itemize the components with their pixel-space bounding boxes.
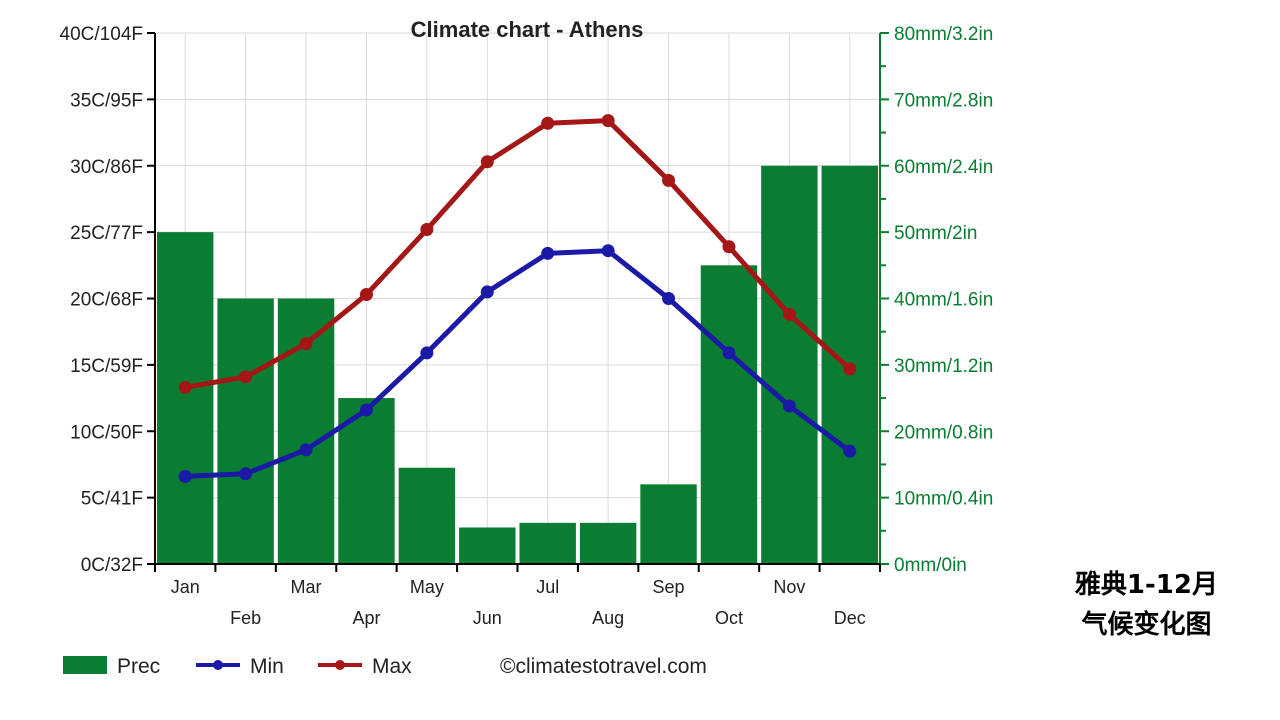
precip-bar (640, 484, 697, 564)
x-tick-label: Jan (171, 577, 200, 597)
x-tick-label: Oct (715, 608, 743, 628)
min-point (722, 346, 736, 360)
x-tick-label: May (410, 577, 444, 597)
max-point (359, 288, 373, 302)
left-tick-label: 40C/104F (60, 24, 143, 45)
min-point (359, 403, 373, 417)
left-tick-label: 0C/32F (81, 555, 143, 576)
x-tick-label: Dec (834, 608, 866, 628)
max-point (541, 116, 555, 130)
max-point (843, 362, 857, 376)
precip-bars (157, 165, 878, 564)
max-point (178, 380, 192, 394)
legend-swatch-prec (63, 656, 107, 674)
max-point (722, 240, 736, 254)
legend-label-min: Min (250, 655, 284, 678)
left-tick-label: 10C/50F (70, 422, 143, 443)
precip-bar (217, 298, 274, 564)
caption-line-1: 雅典1-12月 (1074, 570, 1218, 600)
min-line (182, 248, 853, 479)
right-tick-label: 50mm/2in (894, 223, 977, 244)
credit-text: ©climatestotravel.com (500, 655, 707, 678)
caption-line-2: 气候变化图 (1081, 610, 1212, 640)
right-tick-label: 80mm/3.2in (894, 24, 993, 45)
x-tick-label: Feb (230, 608, 261, 628)
x-tick-label: Sep (653, 577, 685, 597)
precip-bar (459, 527, 516, 564)
max-point (239, 370, 253, 384)
max-line (182, 118, 853, 390)
left-tick-label: 5C/41F (81, 489, 143, 510)
precip-bar (700, 265, 758, 564)
axes (147, 32, 889, 572)
right-tick-label: 70mm/2.8in (894, 90, 993, 111)
x-tick-label: Apr (352, 608, 380, 628)
max-point (662, 173, 676, 187)
precip-bar (761, 165, 818, 564)
left-tick-label: 25C/77F (70, 223, 143, 244)
chart-title: Climate chart - Athens (411, 17, 644, 42)
min-point (480, 285, 494, 299)
min-point (420, 346, 434, 360)
max-point (420, 222, 434, 236)
caption: 雅典1-12月 气候变化图 (1075, 565, 1218, 645)
right-tick-label: 40mm/1.6in (894, 290, 993, 311)
legend-marker-min (213, 660, 223, 670)
right-tick-label: 10mm/0.4in (894, 489, 993, 510)
precip-bar (398, 467, 456, 564)
max-point (480, 155, 494, 169)
min-point (843, 444, 857, 458)
x-tick-label: Jul (536, 577, 559, 597)
min-point (541, 246, 555, 260)
x-tick-label: Aug (592, 608, 624, 628)
x-tick-label: Mar (291, 577, 322, 597)
x-tick-label: Jun (473, 608, 502, 628)
right-tick-label: 0mm/0in (894, 555, 967, 576)
min-point (239, 467, 253, 481)
legend-marker-max (335, 660, 345, 670)
max-point (601, 114, 615, 128)
right-tick-label: 20mm/0.8in (894, 422, 993, 443)
max-point (299, 337, 313, 351)
left-tick-label: 30C/86F (70, 157, 143, 178)
left-tick-label: 15C/59F (70, 356, 143, 377)
min-point (782, 399, 796, 413)
precip-bar (157, 232, 214, 564)
precip-bar (579, 522, 637, 564)
legend: Prec Min Max (63, 655, 412, 678)
min-point (601, 244, 615, 258)
left-tick-label: 35C/95F (70, 90, 143, 111)
min-point (662, 292, 676, 305)
temperature-lines (178, 114, 857, 483)
min-point (299, 443, 313, 457)
right-tick-label: 30mm/1.2in (894, 356, 993, 377)
precip-bar (519, 522, 576, 564)
legend-label-max: Max (372, 655, 412, 678)
x-tick-label: Nov (773, 577, 805, 597)
max-point (782, 307, 796, 321)
left-tick-label: 20C/68F (70, 290, 143, 311)
right-tick-label: 60mm/2.4in (894, 157, 993, 178)
precip-bar (338, 398, 395, 564)
min-point (178, 469, 192, 483)
legend-label-prec: Prec (117, 655, 160, 678)
tick-labels: 0C/32F 5C/41F 10C/50F 15C/59F 20C/68F 25C/77F… (60, 24, 994, 628)
